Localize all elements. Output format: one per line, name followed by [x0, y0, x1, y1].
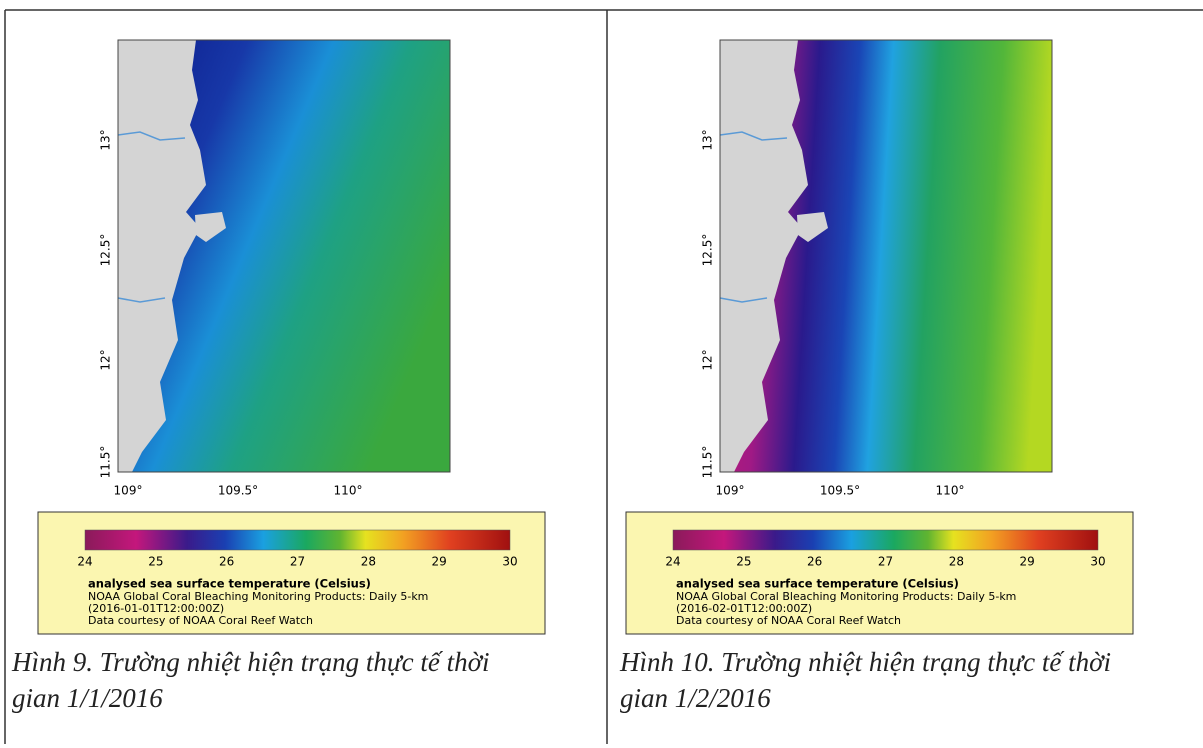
colorbar-tick-label: 24 — [77, 555, 92, 569]
map-border — [719, 39, 1053, 473]
land — [118, 40, 206, 472]
colorbar — [672, 529, 1099, 551]
x-tick-label: 110° — [936, 484, 965, 498]
colorbar-tick-label: 30 — [1090, 555, 1105, 569]
legend: 24 25 26 27 28 29 30 analysed sea surface tempe… — [625, 511, 1134, 635]
figures: 13°12.5°12°11.5°109° 109.5° 110°24 25 26 27 28… — [11, 39, 1134, 713]
colorbar-tick-label: 27 — [878, 555, 893, 569]
x-tick-label: 109.5° — [218, 484, 258, 498]
colorbar-tick-label: 30 — [502, 555, 517, 569]
figure: 13° 12.5° 12° 11.5°109° 109.5° 110° 24 25 26 27 28… — [11, 39, 546, 713]
colorbar-tick-label: 28 — [361, 555, 376, 569]
y-tick-label: 11.5° — [99, 446, 113, 479]
colorbar-tick-label: 26 — [219, 555, 234, 569]
x-tick-label: 110° — [334, 484, 363, 498]
colorbar-tick-label: 28 — [949, 555, 964, 569]
map: 13° 12.5° 12° 11.5°109° 109.5° 110° — [99, 39, 451, 498]
x-tick-label: 109.5° — [820, 484, 860, 498]
island — [797, 212, 828, 242]
map-border — [117, 39, 451, 473]
caption: Hình 10. Trường nhiệt hiện trạng thực tế… — [619, 647, 1111, 677]
island — [195, 212, 226, 242]
river — [719, 131, 788, 141]
colorbar-tick-label: 25 — [148, 555, 163, 569]
y-tick-label: 12° — [99, 349, 113, 370]
colorbar-tick-label: 26 — [807, 555, 822, 569]
y-tick-label: 13° — [99, 129, 113, 150]
y-tick-label: 13° — [701, 129, 715, 150]
colorbar-title: analysed sea surface temperature (Celsiu… — [676, 577, 959, 591]
colorbar — [84, 529, 511, 551]
source-line: (2016-02-01T12:00:00Z) — [676, 602, 812, 615]
x-tick-label: 109° — [114, 484, 143, 498]
river — [117, 297, 166, 303]
source-line: Data courtesy of NOAA Coral Reef Watch — [676, 614, 901, 627]
figure: 13° 12.5° 12° 11.5°109° 109.5° 110° 24 25 26 27 28… — [619, 39, 1134, 713]
land — [720, 40, 808, 472]
caption: gian 1/2/2016 — [620, 683, 771, 713]
y-tick-label: 12.5° — [701, 234, 715, 267]
source-line: NOAA Global Coral Bleaching Monitoring P… — [676, 590, 1016, 603]
colorbar-tick-label: 24 — [665, 555, 680, 569]
caption: gian 1/1/2016 — [12, 683, 163, 713]
y-tick-label: 11.5° — [701, 446, 715, 479]
map: 13° 12.5° 12° 11.5°109° 109.5° 110° — [701, 39, 1053, 498]
river — [117, 131, 186, 141]
source-line: (2016-01-01T12:00:00Z) — [88, 602, 224, 615]
river — [719, 297, 768, 303]
colorbar-tick-label: 27 — [290, 555, 305, 569]
legend: 24 25 26 27 28 29 30 analysed sea surface tempe… — [37, 511, 546, 635]
x-tick-label: 109° — [716, 484, 745, 498]
colorbar-tick-label: 25 — [736, 555, 751, 569]
y-tick-label: 12.5° — [99, 234, 113, 267]
caption: Hình 9. Trường nhiệt hiện trạng thực tế … — [11, 647, 490, 677]
source-line: Data courtesy of NOAA Coral Reef Watch — [88, 614, 313, 627]
source-line: NOAA Global Coral Bleaching Monitoring P… — [88, 590, 428, 603]
colorbar-tick-label: 29 — [1020, 555, 1035, 569]
y-tick-label: 12° — [701, 349, 715, 370]
colorbar-tick-label: 29 — [432, 555, 447, 569]
colorbar-title: analysed sea surface temperature (Celsiu… — [88, 577, 371, 591]
